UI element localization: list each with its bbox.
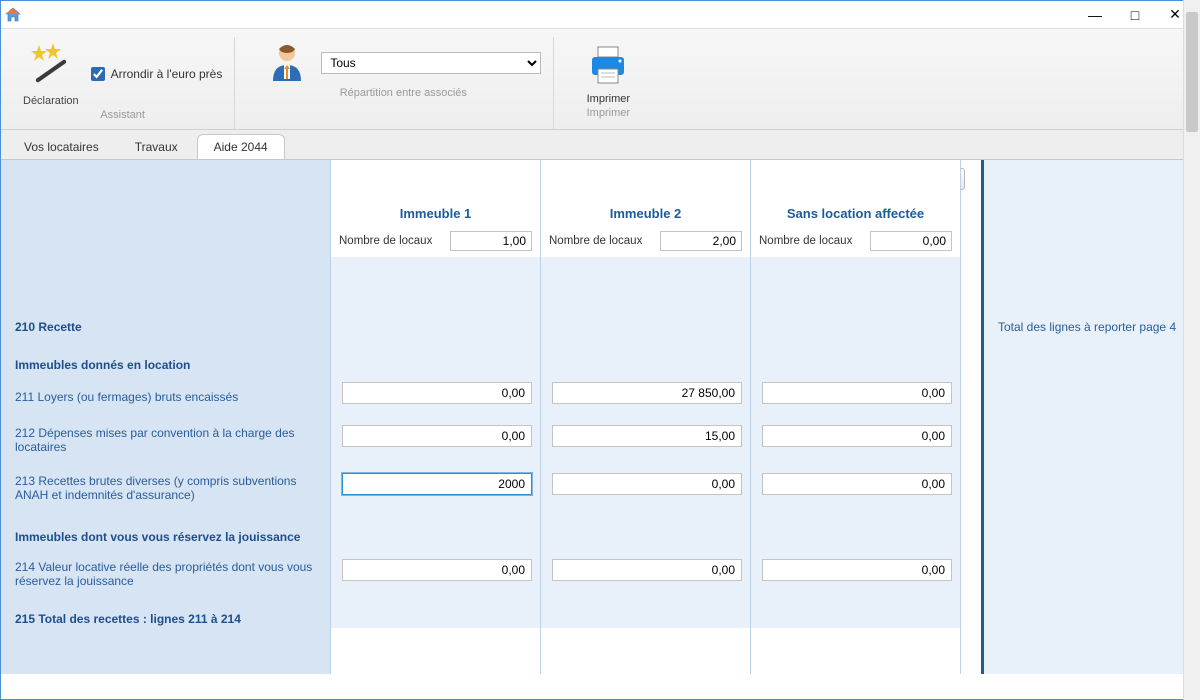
person-icon	[265, 41, 309, 85]
wand-icon	[27, 41, 75, 89]
tab-locataires[interactable]: Vos locataires	[7, 134, 116, 159]
house-icon	[5, 7, 21, 23]
col2-212-input[interactable]	[552, 425, 742, 447]
print-footer: Imprimer	[587, 107, 630, 123]
col3-locaux-label: Nombre de locaux	[759, 235, 852, 247]
sub-location-header: Immeubles donnés en location	[1, 340, 330, 378]
tab-travaux[interactable]: Travaux	[118, 134, 195, 159]
content-area: ← → 210 Recette Immeubles donnés en loca…	[1, 160, 1199, 674]
print-label: Imprimer	[587, 93, 630, 105]
col3-214-input[interactable]	[762, 559, 952, 581]
col3-title: Sans location affectée	[751, 160, 960, 229]
sub-jouissance-header: Immeubles dont vous vous réservez la jou…	[1, 512, 330, 550]
col1-title: Immeuble 1	[331, 160, 540, 229]
ribbon-toolbar: Déclaration Arrondir à l'euro près Assis…	[1, 29, 1199, 130]
worksheet: 210 Recette Immeubles donnés en location…	[1, 160, 981, 674]
ribbon-group-repartition: Tous Répartition entre associés	[253, 37, 554, 129]
col3-locaux-input[interactable]	[870, 231, 952, 251]
associate-selector[interactable]: Tous	[321, 52, 541, 74]
round-euro-label: Arrondir à l'euro près	[111, 67, 223, 81]
col3-215-value	[751, 594, 960, 628]
col1-locaux-input[interactable]	[450, 231, 532, 251]
printer-icon	[584, 41, 632, 89]
data-columns: Immeuble 1 Nombre de locaux Immeuble	[331, 160, 981, 674]
vertical-scrollbar[interactable]	[1183, 0, 1200, 700]
minimize-button[interactable]: —	[1075, 4, 1115, 26]
column-immeuble-1: Immeuble 1 Nombre de locaux	[331, 160, 541, 674]
round-euro-checkbox-input[interactable]	[91, 67, 105, 81]
col1-211-input[interactable]	[342, 382, 532, 404]
tab-bar: Vos locataires Travaux Aide 2044	[1, 130, 1199, 160]
col3-212-input[interactable]	[762, 425, 952, 447]
scroll-thumb[interactable]	[1186, 12, 1198, 132]
right-panel-text: Total des lignes à reporter page 4	[998, 320, 1185, 334]
column-immeuble-2: Immeuble 2 Nombre de locaux	[541, 160, 751, 674]
col2-214-input[interactable]	[552, 559, 742, 581]
row-214-label: 214 Valeur locative réelle des propriété…	[1, 550, 330, 598]
section-210-header: 210 Recette	[1, 310, 330, 340]
col1-213-input[interactable]	[342, 473, 532, 495]
row-215-label: 215 Total des recettes : lignes 211 à 21…	[1, 598, 330, 632]
ribbon-group-print: Imprimer Imprimer	[572, 37, 644, 129]
window-titlebar: — □ ✕	[1, 1, 1199, 29]
col3-213-input[interactable]	[762, 473, 952, 495]
col2-title: Immeuble 2	[541, 160, 750, 229]
col2-locaux-input[interactable]	[660, 231, 742, 251]
maximize-button[interactable]: □	[1115, 4, 1155, 26]
row-labels-column: 210 Recette Immeubles donnés en location…	[1, 160, 331, 674]
maximize-glyph: □	[1131, 7, 1139, 23]
ribbon-group-assistant: Déclaration Arrondir à l'euro près Assis…	[11, 37, 235, 129]
column-sans-location: Sans location affectée Nombre de locaux	[751, 160, 961, 674]
col1-212-input[interactable]	[342, 425, 532, 447]
col1-locaux-label: Nombre de locaux	[339, 235, 432, 247]
col3-211-input[interactable]	[762, 382, 952, 404]
round-euro-checkbox[interactable]: Arrondir à l'euro près	[91, 67, 223, 81]
right-summary-panel: Total des lignes à reporter page 4	[981, 160, 1199, 674]
tab-aide-2044[interactable]: Aide 2044	[197, 134, 285, 159]
row-213-label: 213 Recettes brutes diverses (y compris …	[1, 464, 330, 512]
minimize-glyph: —	[1088, 7, 1102, 23]
col2-213-input[interactable]	[552, 473, 742, 495]
print-button[interactable]: Imprimer	[584, 41, 632, 105]
declaration-button[interactable]: Déclaration	[23, 41, 79, 107]
row-211-label: 211 Loyers (ou fermages) bruts encaissés	[1, 378, 330, 416]
main-scroll: ← → 210 Recette Immeubles donnés en loca…	[1, 160, 981, 674]
row-212-label: 212 Dépenses mises par convention à la c…	[1, 416, 330, 464]
col2-211-input[interactable]	[552, 382, 742, 404]
col2-215-value	[541, 594, 750, 628]
assistant-footer: Assistant	[100, 109, 145, 125]
close-glyph: ✕	[1169, 6, 1181, 23]
col2-locaux-label: Nombre de locaux	[549, 235, 642, 247]
repartition-footer: Répartition entre associés	[340, 87, 467, 103]
col1-214-input[interactable]	[342, 559, 532, 581]
declaration-label: Déclaration	[23, 95, 79, 107]
col1-215-value	[331, 594, 540, 628]
